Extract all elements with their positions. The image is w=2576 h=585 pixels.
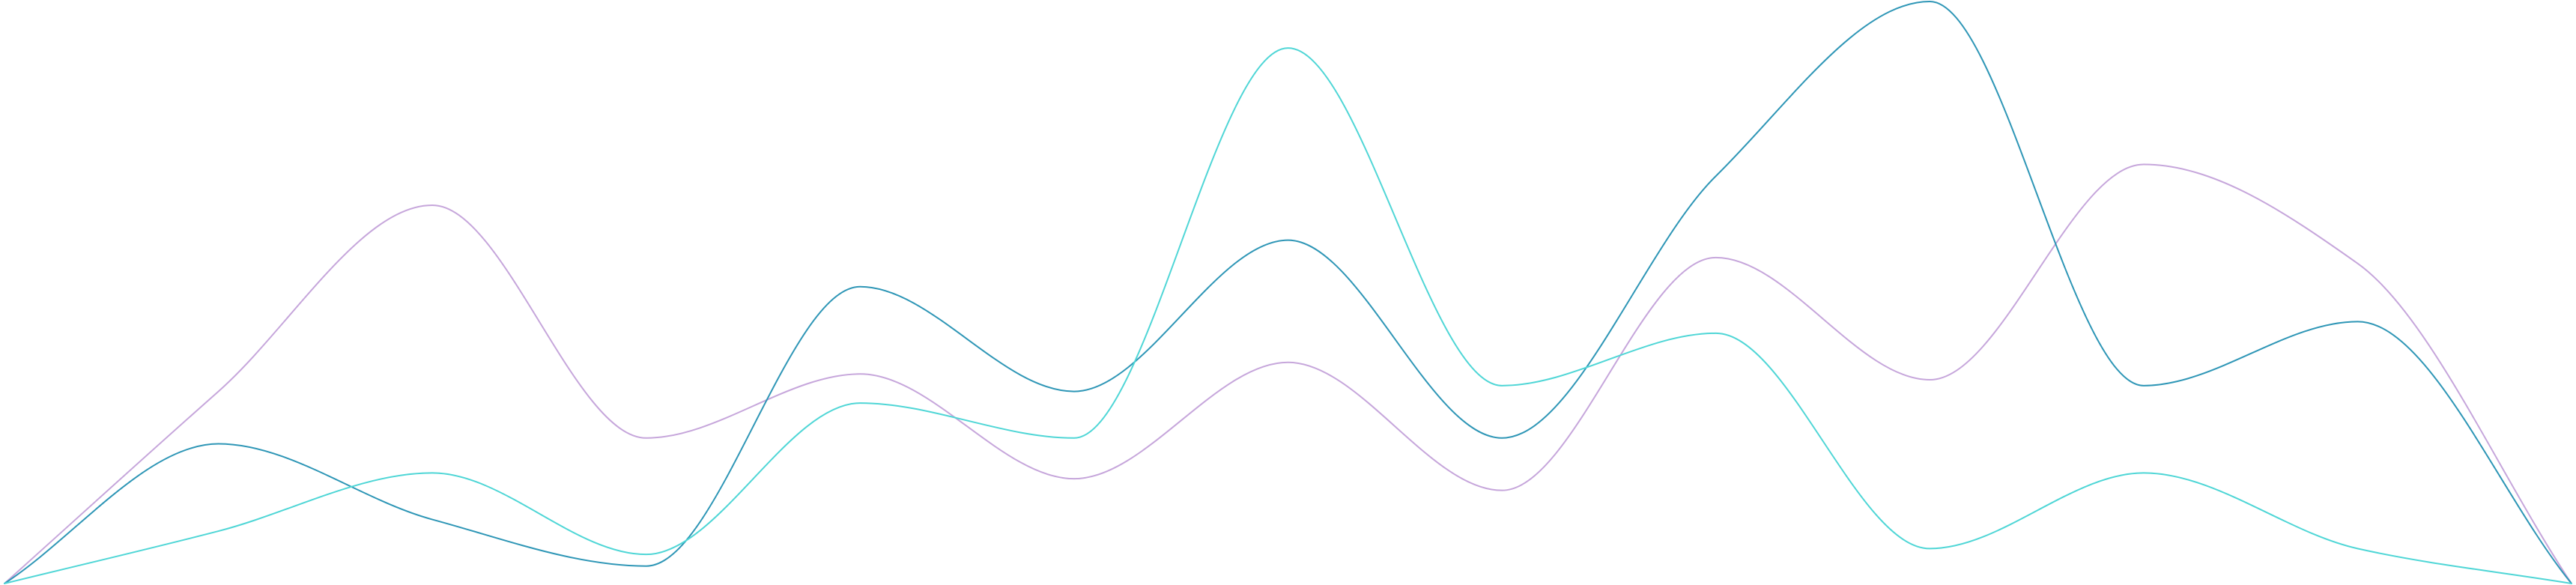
series-line-3: [4, 47, 2572, 584]
series-line-1: [4, 163, 2572, 584]
series-line-2: [4, 1, 2572, 584]
series-layer: [4, 1, 2572, 584]
